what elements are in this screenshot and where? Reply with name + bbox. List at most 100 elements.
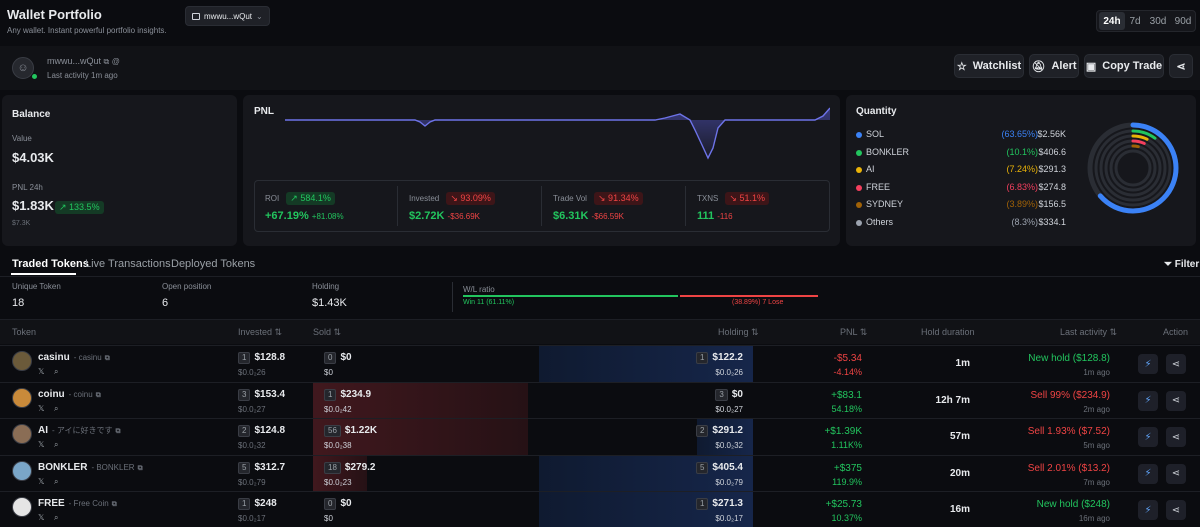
last-activity: Sell 2.01% ($13.2) <box>1027 462 1110 474</box>
tab-live-transactions[interactable]: Live Transactions <box>85 258 171 270</box>
share-button[interactable]: ⋖ <box>1166 463 1186 484</box>
invested-price: $0.0₂79 <box>238 477 266 487</box>
range-7d[interactable]: 7d <box>1129 15 1141 27</box>
copy-trade-button[interactable]: ▣ Copy Trade <box>1084 54 1164 78</box>
wl-win-bar <box>463 295 678 297</box>
token-name-label: BONKLER <box>38 461 88 473</box>
token-name[interactable]: FREE - Free Coin ⧉ <box>38 498 117 509</box>
table-row[interactable]: FREE - Free Coin ⧉ 𝕏 ⌕ 1 $248 $0.0₂17 0 $0 $0 1 $271… <box>0 491 1200 527</box>
share-button[interactable]: ⋖ <box>1166 427 1186 447</box>
table-row[interactable]: casinu - casinu ⧉ 𝕏 ⌕ 1 $128.8 $0.0₂26 0 $0 $0 1 $12… <box>0 345 1200 382</box>
legend-dot <box>856 219 862 226</box>
pnl-percent: 119.9% <box>832 476 862 487</box>
col-pnl[interactable]: PNL ⇅ <box>840 327 868 337</box>
quantity-title: Quantity <box>856 106 897 117</box>
x-icon[interactable]: 𝕏 <box>38 403 45 413</box>
token-avatar <box>12 351 32 371</box>
watchlist-button[interactable]: ☆ Watchlist <box>954 54 1024 78</box>
holding-price: $0.0₂17 <box>715 514 743 523</box>
holding-amount: $291.2 <box>712 425 743 436</box>
quick-buy-button[interactable]: ⚡︎ <box>1138 500 1158 520</box>
holding-cell: 1 $271.3 <box>695 497 743 510</box>
filter-button[interactable]: ⏷ Filter <box>1164 259 1200 270</box>
col-last-activity[interactable]: Last activity ⇅ <box>1060 327 1118 337</box>
table-row[interactable]: BONKLER - BONKLER ⧉ 𝕏 ⌕ 5 $312.7 $0.0₂79 18 $279.… <box>0 454 1200 492</box>
col-invested[interactable]: Invested ⇅ <box>238 327 283 337</box>
quick-buy-button[interactable]: ⚡︎ <box>1138 390 1158 411</box>
sort-icon: ⇅ <box>751 327 759 337</box>
table-row[interactable]: coinu - coinu ⧉ 𝕏 ⌕ 3 $153.4 $0.0₂27 1 $234.9 $0.0… <box>0 381 1200 419</box>
legend-dot <box>856 132 862 138</box>
token-name[interactable]: BONKLER - BONKLER ⧉ <box>38 462 143 473</box>
search-icon[interactable]: ⌕ <box>54 513 59 522</box>
at-icon[interactable]: @ <box>111 57 120 66</box>
range-30d[interactable]: 30d <box>1149 15 1167 27</box>
quick-buy-button[interactable]: ⚡︎ <box>1138 354 1158 374</box>
roi-badge: ↗ 584.1% <box>286 192 335 205</box>
wallet-select[interactable]: mwwu...wQut ⌄ <box>185 6 270 26</box>
range-24h[interactable]: 24h <box>1099 12 1125 30</box>
holding-cell: 2 $291.2 <box>695 424 743 437</box>
invested-cell: 5 $312.7 <box>238 461 285 474</box>
search-icon[interactable]: ⌕ <box>54 367 59 376</box>
pnl-line <box>285 107 830 160</box>
copy-icon[interactable]: ⧉ <box>111 501 117 508</box>
sort-icon: ⇅ <box>1109 327 1118 337</box>
sold-cell: 56 $1.22K <box>324 424 377 437</box>
tab-deployed-tokens[interactable]: Deployed Tokens <box>171 258 256 270</box>
quick-buy-button[interactable]: ⚡︎ <box>1138 463 1158 484</box>
token-name[interactable]: casinu - casinu ⧉ <box>38 352 110 363</box>
balance-panel <box>2 95 237 246</box>
token-name-label: casinu <box>38 352 70 363</box>
share-button[interactable]: ⋖ <box>1166 500 1186 520</box>
divider <box>397 186 398 226</box>
invested-price: $0.0₂32 <box>238 441 266 450</box>
share-button[interactable]: ⋖ <box>1166 354 1186 374</box>
unique-token-value: 18 <box>12 297 25 309</box>
pnl-amount: +$25.73 <box>825 499 862 510</box>
x-icon[interactable]: 𝕏 <box>38 367 45 376</box>
copy-trade-icon: ▣ <box>1085 60 1097 73</box>
sold-price: $0 <box>324 514 333 523</box>
trade-vol-sub: -$66.59K <box>591 212 625 221</box>
legend-pct: (7.24%) <box>1006 164 1038 174</box>
trade-vol-badge: ↘ 91.34% <box>594 192 643 205</box>
share-button[interactable]: ⋖ <box>1169 54 1193 78</box>
holding-cell: 3 $0 <box>715 388 743 401</box>
search-icon[interactable]: ⌕ <box>54 440 59 449</box>
x-icon[interactable]: 𝕏 <box>38 513 45 522</box>
copy-icon[interactable]: ⧉ <box>137 464 143 472</box>
invested-count: 5 <box>238 461 251 474</box>
holding-price: $0.0₂27 <box>715 404 743 414</box>
copy-icon[interactable]: ⧉ <box>103 57 110 66</box>
ring-track <box>1114 149 1152 187</box>
range-90d[interactable]: 90d <box>1174 15 1192 27</box>
search-icon[interactable]: ⌕ <box>54 476 59 486</box>
invested-price: $0.0₂27 <box>238 404 266 414</box>
divider <box>541 186 542 226</box>
token-name[interactable]: AI - アイに好きです ⧉ <box>38 425 121 436</box>
balance-value: $4.03K <box>12 150 54 165</box>
x-icon[interactable]: 𝕏 <box>38 476 45 486</box>
copy-icon[interactable]: ⧉ <box>115 428 121 435</box>
invested-amount: $153.4 <box>254 388 286 400</box>
token-name[interactable]: coinu - coinu ⧉ <box>38 389 101 400</box>
share-button[interactable]: ⋖ <box>1166 390 1186 411</box>
alert-button[interactable]: 🔕︎ Alert <box>1029 54 1079 78</box>
legend-item-bonkler: BONKLER (10.1%) $406.6 <box>856 147 1066 159</box>
last-activity: Sell 99% ($234.9) <box>1030 389 1111 401</box>
table-row[interactable]: AI - アイに好きです ⧉ 𝕏 ⌕ 2 $124.8 $0.0₂32 56 $1.22K $0.0… <box>0 418 1200 455</box>
pnl-amount: -$5.34 <box>833 353 862 364</box>
tab-traded-tokens[interactable]: Traded Tokens <box>12 258 89 270</box>
copy-icon[interactable]: ⧉ <box>104 355 110 362</box>
quick-buy-button[interactable]: ⚡︎ <box>1138 427 1158 447</box>
share-icon: ⋖ <box>1171 468 1181 479</box>
last-activity-time: 2m ago <box>1083 404 1110 414</box>
col-holding[interactable]: Holding ⇅ <box>718 327 759 337</box>
stat-roi: ROI ↗ 584.1% +67.19% +81.08% <box>265 192 344 222</box>
x-icon[interactable]: 𝕏 <box>38 440 45 449</box>
search-icon[interactable]: ⌕ <box>54 403 59 413</box>
col-sold[interactable]: Sold ⇅ <box>313 327 342 337</box>
lightning-icon: ⚡︎ <box>1144 468 1152 479</box>
copy-icon[interactable]: ⧉ <box>95 391 101 399</box>
